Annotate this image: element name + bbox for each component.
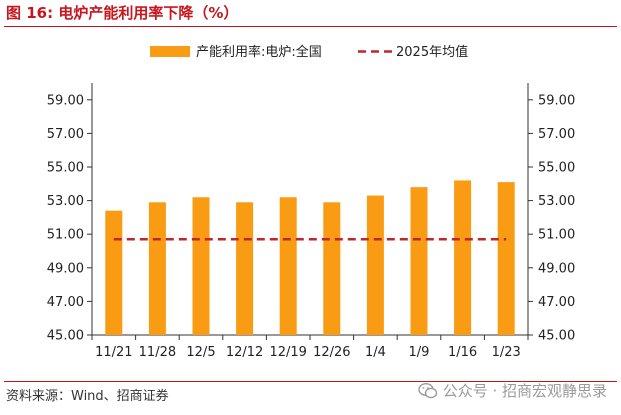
bar — [497, 182, 515, 335]
legend: 产能利用率:电炉:全国 2025年均值 — [150, 44, 468, 60]
footer-rule — [4, 381, 617, 382]
bar — [366, 195, 384, 335]
x-tick-label: 12/26 — [313, 345, 350, 360]
source-note: 资料来源：Wind、招商证券 — [6, 389, 169, 404]
legend-swatch-bar — [150, 46, 190, 57]
y-tick-label: 51.00 — [47, 228, 84, 243]
y-tick-label: 47.00 — [47, 295, 84, 310]
y-tick-label: 59.00 — [47, 93, 84, 108]
y-tick-label: 45.00 — [47, 329, 84, 344]
y2-tick-label: 47.00 — [538, 295, 575, 310]
x-tick-label: 11/21 — [95, 345, 132, 360]
bar — [236, 202, 254, 335]
legend-label-line: 2025年均值 — [396, 44, 468, 60]
x-tick-label: 12/5 — [186, 345, 215, 360]
wechat-icon — [417, 382, 437, 398]
legend-label-bar: 产能利用率:电炉:全国 — [196, 44, 322, 60]
y2-tick-label: 55.00 — [538, 161, 575, 176]
x-tick-label: 1/23 — [492, 345, 521, 360]
bar-series — [105, 180, 515, 335]
y-tick-label: 55.00 — [47, 161, 84, 176]
y2-tick-label: 59.00 — [538, 93, 575, 108]
watermark: 公众号 · 招商宏观静思录 — [417, 380, 607, 401]
bar-chart: 45.00 47.00 49.00 51.00 53.00 55.00 57.00 59.00… — [47, 44, 575, 360]
x-tick-label: 1/9 — [409, 345, 430, 360]
bar — [279, 197, 297, 335]
left-axis-ticks: 45.00 47.00 49.00 51.00 53.00 55.00 57.00 59.00 — [47, 93, 84, 343]
x-tick-label: 12/19 — [269, 345, 306, 360]
right-axis-ticks: 45.00 47.00 49.00 51.00 53.00 55.00 57.00 59.00 — [538, 93, 575, 343]
bar — [410, 187, 428, 335]
bar — [454, 180, 472, 335]
bar — [148, 202, 166, 335]
y-tick-label: 49.00 — [47, 261, 84, 276]
y2-tick-label: 45.00 — [538, 329, 575, 344]
watermark-text: 公众号 · 招商宏观静思录 — [442, 382, 607, 400]
x-tick-label: 1/16 — [448, 345, 477, 360]
y2-tick-label: 51.00 — [538, 228, 575, 243]
bar — [192, 197, 210, 335]
y2-tick-label: 53.00 — [538, 194, 575, 209]
bar — [105, 210, 123, 335]
bar — [323, 202, 341, 335]
title-rule — [4, 26, 617, 27]
x-tick-label: 12/12 — [226, 345, 263, 360]
x-axis-ticks: 11/21 11/28 12/5 12/12 12/19 12/26 1/4 1/9 1/16 1… — [95, 345, 521, 360]
x-tick-label: 11/28 — [139, 345, 176, 360]
y-tick-label: 57.00 — [47, 127, 84, 142]
y2-tick-label: 57.00 — [538, 127, 575, 142]
figure-title: 图 16: 电炉产能利用率下降（%） — [6, 4, 239, 22]
y-tick-label: 53.00 — [47, 194, 84, 209]
x-tick-label: 1/4 — [365, 345, 386, 360]
y2-tick-label: 49.00 — [538, 261, 575, 276]
